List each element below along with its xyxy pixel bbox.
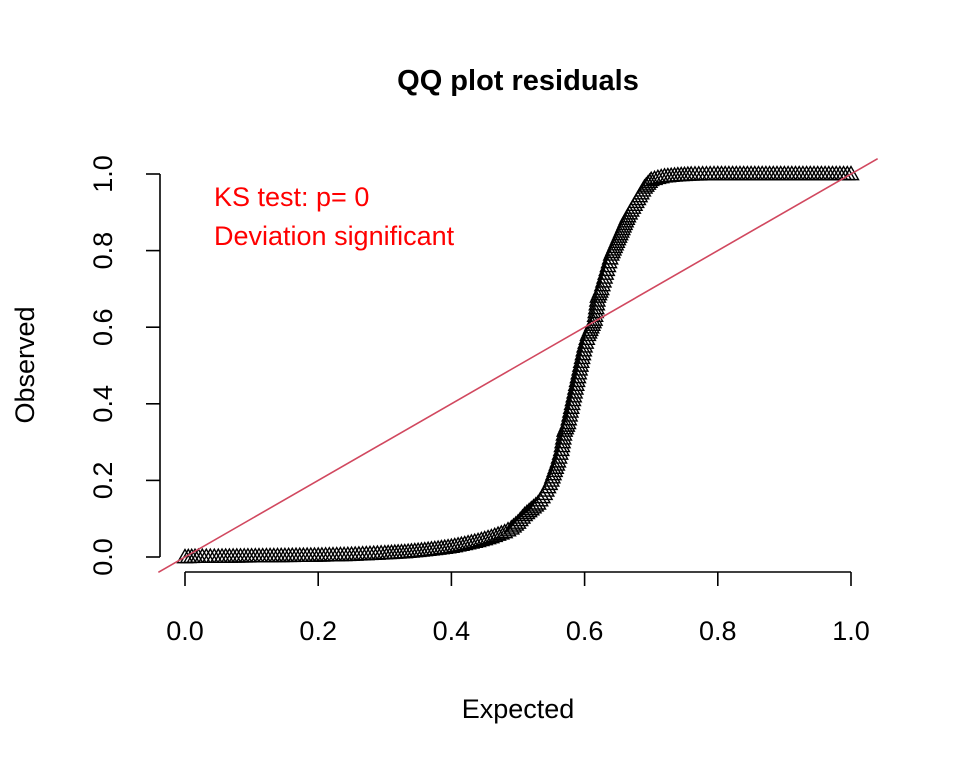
data-point <box>596 264 615 280</box>
data-point <box>570 364 588 380</box>
data-point <box>577 333 595 349</box>
data-point <box>573 348 591 365</box>
data-point <box>594 272 613 288</box>
data-point <box>593 276 612 292</box>
data-point <box>569 368 587 384</box>
data-point <box>552 440 570 457</box>
data-point <box>598 260 616 277</box>
deviation-annotation: Deviation significant <box>214 221 455 251</box>
data-point <box>565 387 583 403</box>
data-point <box>599 257 617 273</box>
data-point <box>560 410 578 426</box>
data-point <box>600 253 618 269</box>
data-point <box>551 444 569 460</box>
data-point <box>462 533 481 549</box>
data-point <box>645 169 664 186</box>
data-point <box>559 414 577 430</box>
data-point <box>575 337 594 353</box>
data-point <box>563 394 581 411</box>
data-point <box>572 352 590 368</box>
data-point <box>472 531 491 547</box>
data-point <box>502 519 521 535</box>
data-point <box>586 302 605 319</box>
data-point <box>842 165 860 181</box>
data-point <box>587 299 605 315</box>
data-point <box>574 345 592 361</box>
data-point <box>570 360 589 376</box>
y-tick-label: 0.6 <box>88 308 118 346</box>
ks-test-annotation: KS test: p= 0 <box>214 182 369 212</box>
x-axis-label: Expected <box>462 694 575 724</box>
data-point <box>575 341 593 357</box>
data-point <box>565 383 584 399</box>
x-tick-label: 0.6 <box>566 616 604 646</box>
data-point <box>499 521 517 537</box>
data-point <box>642 170 660 187</box>
chart-title: QQ plot residuals <box>397 65 639 97</box>
data-point <box>469 532 487 548</box>
y-axis: 0.0 0.2 0.4 0.6 0.8 1.0 <box>88 155 161 576</box>
data-point <box>561 402 580 418</box>
x-tick-label: 1.0 <box>832 616 870 646</box>
data-point <box>652 168 670 184</box>
reference-line <box>157 157 879 574</box>
x-tick-label: 0.8 <box>699 616 737 646</box>
y-tick-label: 0.8 <box>88 232 118 270</box>
data-point <box>649 168 667 185</box>
data-point <box>550 448 568 464</box>
points-layer <box>176 165 860 564</box>
data-point <box>456 535 474 551</box>
data-point <box>588 295 606 311</box>
data-point <box>560 406 579 422</box>
y-tick-label: 0.0 <box>88 538 118 576</box>
data-point <box>459 534 477 550</box>
data-point <box>554 429 572 445</box>
data-point <box>564 391 582 407</box>
data-point <box>495 523 514 539</box>
data-point <box>566 379 585 395</box>
data-point <box>549 452 567 468</box>
data-point <box>571 356 590 372</box>
y-tick-label: 0.2 <box>88 462 118 500</box>
x-tick-label: 0.4 <box>433 616 471 646</box>
data-point <box>515 505 534 522</box>
y-axis-label: Observed <box>10 306 40 423</box>
data-point <box>568 371 586 388</box>
data-point <box>592 279 610 296</box>
data-point <box>522 500 541 516</box>
y-tick-label: 0.4 <box>88 385 118 423</box>
x-tick-label: 0.2 <box>299 616 337 646</box>
x-tick-label: 0.0 <box>166 616 204 646</box>
data-point <box>562 398 580 414</box>
data-point <box>520 502 538 518</box>
x-axis: 0.0 0.2 0.4 0.6 0.8 1.0 <box>166 571 870 646</box>
data-point <box>553 433 572 449</box>
data-point <box>518 504 536 520</box>
data-point <box>567 375 585 391</box>
y-tick-label: 1.0 <box>88 155 118 193</box>
data-point <box>466 532 484 549</box>
data-point <box>527 496 545 512</box>
data-point <box>595 268 614 284</box>
data-point <box>553 437 571 453</box>
